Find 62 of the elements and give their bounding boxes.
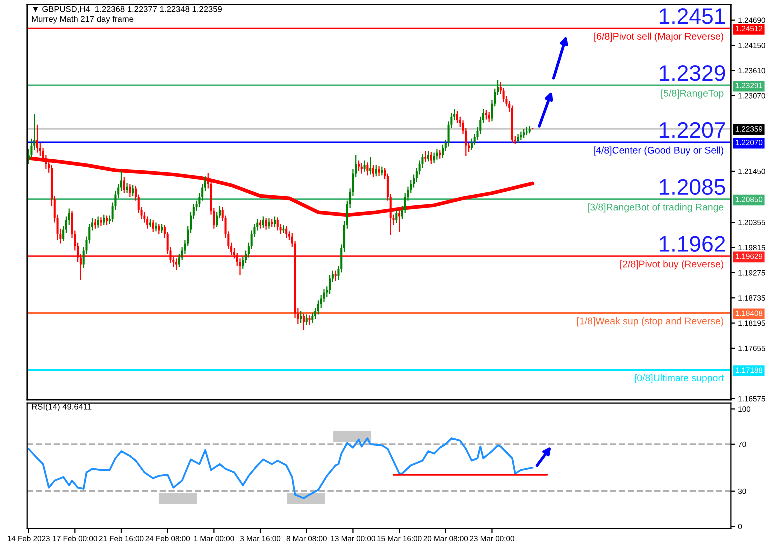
- candlestick: [97, 216, 100, 228]
- candlestick: [176, 258, 178, 271]
- candlestick: [442, 144, 444, 159]
- candlestick: [106, 215, 108, 226]
- candlestick: [274, 216, 276, 228]
- candlestick: [132, 184, 134, 197]
- candlestick: [123, 176, 126, 194]
- candlestick: [306, 314, 308, 326]
- line-series: [28, 438, 534, 500]
- candlestick: [456, 110, 458, 124]
- candlestick: [372, 164, 374, 178]
- annotation: 1.1962: [660, 236, 726, 252]
- ref-line-label: [0/8]Ultimate support: [635, 374, 724, 384]
- chart-title: RSI(14) 49.6411: [32, 404, 92, 412]
- candlestick: [302, 313, 305, 331]
- candlestick: [265, 218, 268, 230]
- candlestick: [358, 160, 360, 172]
- candlestick: [470, 138, 473, 152]
- candlestick: [427, 150, 430, 162]
- candlestick: [488, 112, 490, 124]
- ref-line-label: [5/8]RangeTop: [662, 90, 724, 99]
- annotation: 1.2451: [660, 8, 726, 24]
- candlestick: [370, 156, 372, 176]
- candlestick: [152, 220, 154, 233]
- candlestick: [366, 162, 369, 176]
- candlestick: [485, 110, 488, 120]
- candlestick: [334, 270, 337, 282]
- chart-title: ▼ GBPUSD,H4 1.22368 1.22377 1.22348 1.22359: [33, 6, 222, 14]
- candlestick: [329, 274, 332, 295]
- candlestick: [312, 312, 314, 324]
- candlestick: [300, 310, 302, 324]
- candlestick: [517, 134, 520, 144]
- annotation: 1.2329: [660, 65, 726, 82]
- candlestick: [129, 184, 132, 198]
- candlestick: [433, 152, 436, 164]
- candlestick: [276, 217, 279, 232]
- candlestick: [36, 124, 39, 154]
- annotation: 1.2207: [660, 122, 726, 138]
- candlestick: [308, 315, 311, 326]
- ref-line-label: [3/8]RangeBot of trading Range: [588, 204, 724, 213]
- candlestick: [126, 182, 128, 194]
- candlestick: [100, 217, 102, 227]
- candlestick: [286, 225, 288, 239]
- candlestick: [378, 166, 380, 177]
- candlestick: [375, 164, 378, 178]
- candlestick: [268, 218, 270, 230]
- ref-line-label: [4/8]Center (Good Buy or Sell): [594, 146, 724, 156]
- candlestick: [262, 216, 264, 228]
- candlestick: [396, 210, 398, 224]
- candlestick: [146, 216, 149, 230]
- candlestick: [103, 214, 106, 226]
- ref-line-label: [2/8]Pivot buy (Reverse): [620, 260, 724, 270]
- candlestick: [436, 149, 438, 160]
- ref-line-label: [6/8]Pivot sell (Major Reverse): [594, 32, 724, 42]
- candlestick: [158, 224, 160, 235]
- candlestick: [364, 160, 366, 172]
- ref-line-label: [1/8]Weak sup (stop and Reverse): [577, 318, 724, 327]
- annotation: 1.2085: [660, 179, 726, 196]
- candlestick: [430, 152, 432, 166]
- text: Murrey Math 217 day frame: [32, 16, 134, 24]
- candlestick: [424, 150, 427, 163]
- candlestick: [161, 224, 164, 234]
